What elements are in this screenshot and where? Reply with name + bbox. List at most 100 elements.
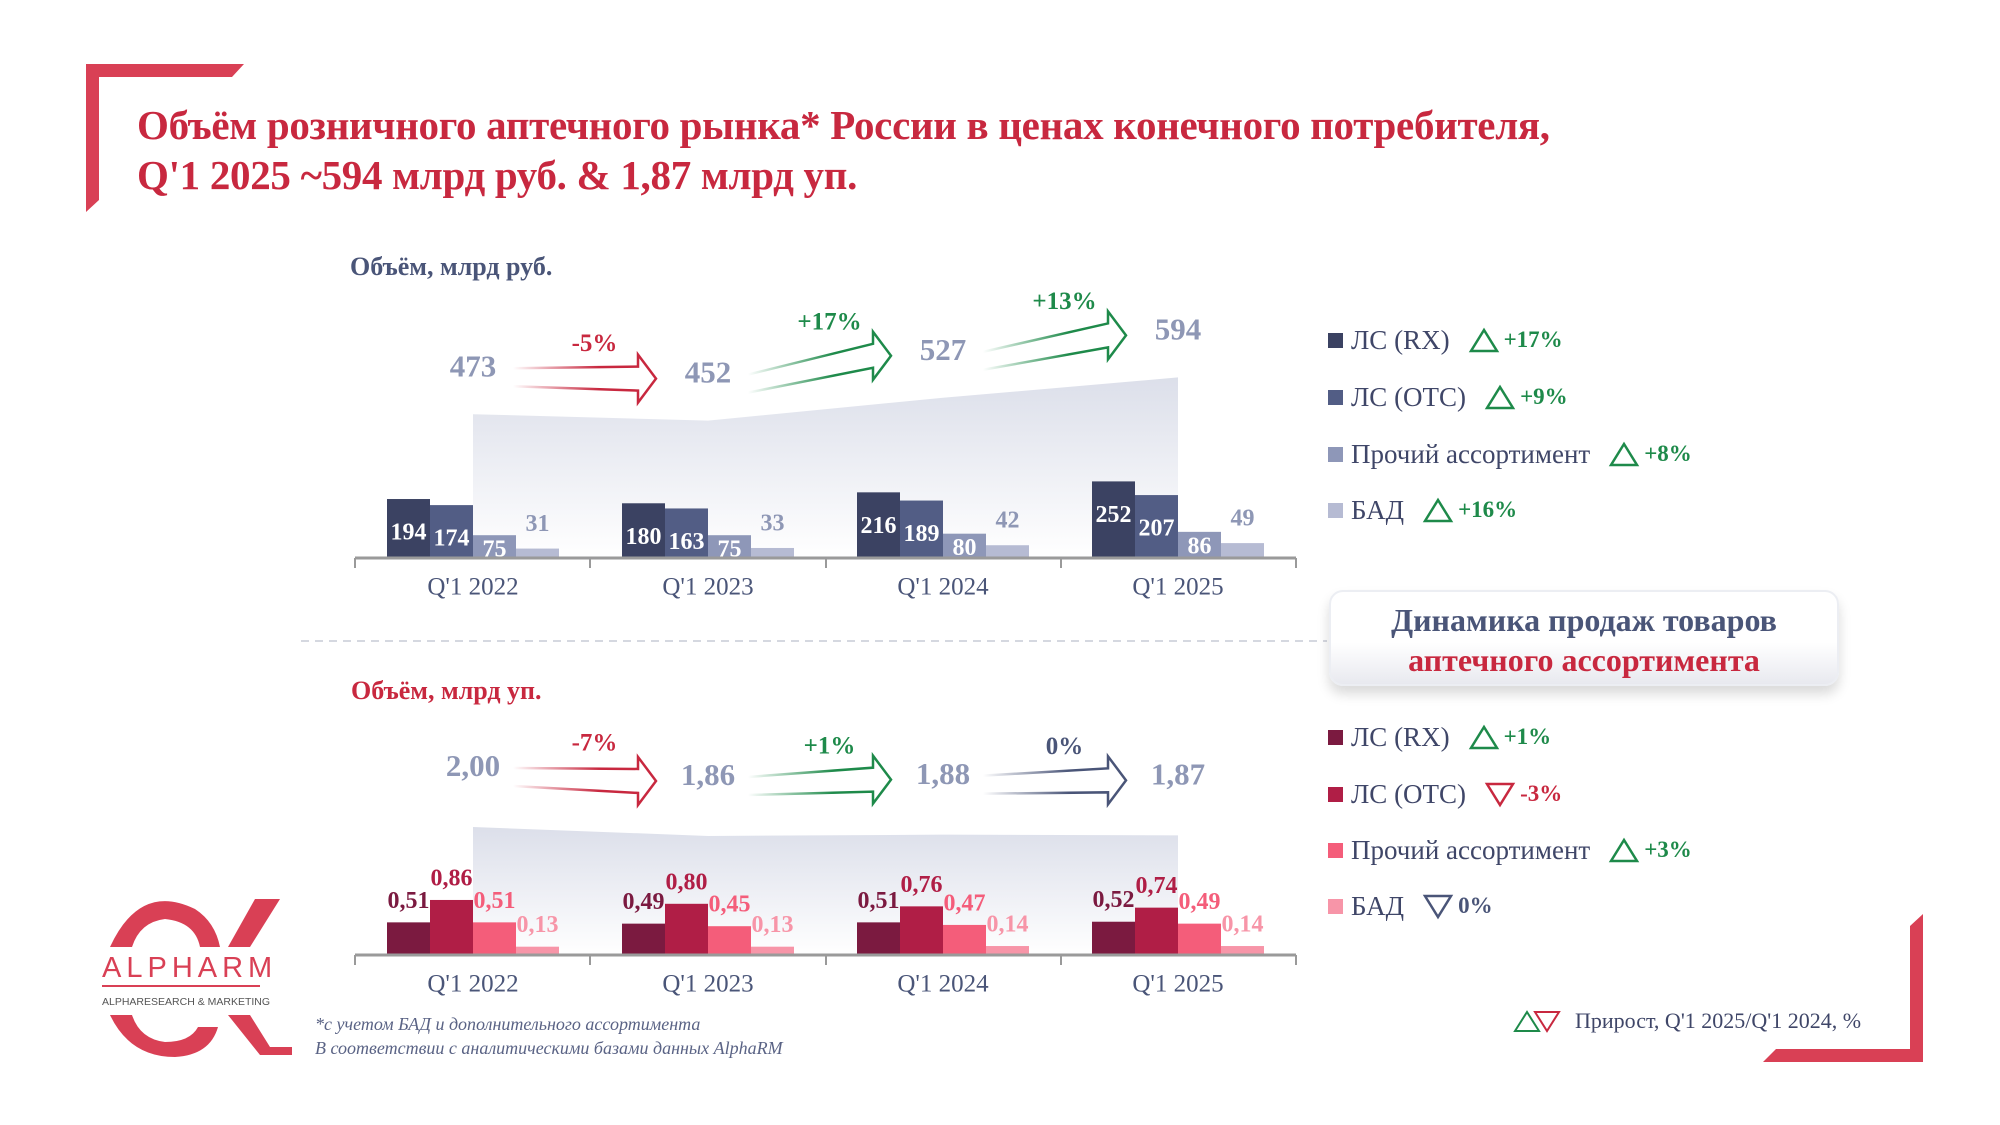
chart-1-title: Объём, млрд руб. (350, 252, 553, 281)
legend-swatch (1328, 842, 1343, 858)
legend-label: ЛС (ОТС) (1351, 778, 1467, 809)
total-label: 1,88 (916, 756, 970, 791)
legend-label: ЛС (ОТС) (1351, 381, 1467, 412)
bar-value-label: 0,51 (858, 888, 900, 914)
triangle-up-icon (1608, 441, 1640, 466)
growth-value: 0% (1458, 893, 1493, 918)
bar (751, 547, 794, 558)
svg-text:ALPHARESEARCH & MARKETING: ALPHARESEARCH & MARKETING (102, 996, 270, 1008)
bar (1221, 946, 1264, 955)
chart-2-title: Объём, млрд уп. (351, 676, 542, 705)
legend-swatch (1328, 898, 1343, 914)
bar (708, 535, 751, 558)
legend-swatch (1328, 786, 1343, 802)
growth-indicator: +1% (1468, 724, 1552, 751)
total-label: 2,00 (446, 748, 500, 783)
bar (986, 545, 1029, 558)
growth-indicator: +8% (1608, 441, 1692, 468)
change-arrow-up (747, 751, 893, 808)
bar (900, 500, 943, 558)
bar (943, 533, 986, 558)
legend-item: Прочий ассортимент +3% (1328, 833, 1692, 867)
bar-value-label: 0,51 (388, 888, 430, 914)
title-line-1: Объём розничного аптечного рынка* России… (137, 102, 1550, 148)
svg-text:ALPHARM: ALPHARM (102, 952, 277, 984)
chart-1 (354, 307, 1297, 568)
triangle-up-icon (1468, 724, 1499, 749)
bar (622, 503, 665, 558)
bar-value-label: 0,49 (1179, 889, 1221, 915)
bar-value-label: 0,47 (944, 890, 986, 916)
arrow-icon (512, 350, 658, 407)
legend-item: БАД 0% (1328, 889, 1493, 923)
bar-value-label: 174 (434, 526, 470, 552)
legend-item: ЛС (RX) +17% (1328, 323, 1563, 357)
banner-line-1: Динамика продаж товаров (1391, 602, 1777, 638)
bar-value-label: 86 (1188, 533, 1212, 559)
triangle-up-icon (1422, 497, 1454, 522)
total-area-backdrop (473, 377, 1178, 558)
bar-value-label: 0,51 (474, 888, 516, 914)
bar (430, 899, 473, 955)
bar-value-label: 0,52 (1093, 887, 1135, 913)
arrow-icon (982, 307, 1128, 372)
change-arrow-up (982, 307, 1128, 372)
bar (473, 922, 516, 955)
bar-value-label: 42 (996, 508, 1020, 534)
bar-value-label: 0,45 (709, 892, 751, 918)
legend-item: ЛС (RX) +1% (1328, 720, 1551, 754)
change-label: +1% (804, 732, 856, 759)
growth-value: +8% (1644, 441, 1692, 466)
category-label: Q'1 2025 (1132, 574, 1223, 601)
footnote: *с учетом БАД и дополнительного ассортим… (315, 1012, 783, 1060)
bar (622, 923, 665, 955)
category-label: Q'1 2023 (662, 574, 753, 601)
triangle-down-icon (1484, 782, 1516, 807)
change-label: 0% (1046, 733, 1084, 760)
triangle-up-icon (1608, 837, 1640, 862)
growth-legend-note: Прирост, Q'1 2025/Q'1 2024, % (1513, 1008, 1861, 1034)
bar-value-label: 0,13 (752, 912, 794, 938)
bar (1135, 495, 1178, 558)
change-arrow-down (512, 753, 658, 809)
triangle-down-icon (1422, 894, 1454, 919)
growth-indicator: +9% (1484, 384, 1568, 411)
bar (1178, 923, 1221, 955)
bar (1092, 921, 1135, 955)
bar-value-label: 0,86 (431, 865, 473, 891)
bar-value-label: 207 (1139, 516, 1175, 542)
bar (430, 505, 473, 558)
bar-value-label: 0,14 (987, 912, 1029, 938)
growth-value: +9% (1520, 384, 1568, 409)
bar-value-label: 31 (526, 511, 550, 537)
arrow-icon (747, 328, 893, 394)
bar (1221, 543, 1264, 558)
legend-swatch (1328, 446, 1343, 462)
footnote-line-1: *с учетом БАД и дополнительного ассортим… (315, 1014, 701, 1034)
change-arrow-down (512, 350, 658, 407)
bar-value-label: 0,14 (1222, 912, 1264, 938)
bar-value-label: 80 (953, 535, 977, 561)
total-label: 452 (685, 355, 732, 390)
legend-label: Прочий ассортимент (1351, 438, 1591, 469)
bar-value-label: 49 (1231, 506, 1255, 532)
change-arrow-flat (982, 752, 1128, 809)
bar (1178, 531, 1221, 558)
total-label: 594 (1155, 312, 1202, 347)
total-label: 473 (450, 348, 497, 383)
arrow-icon (747, 751, 893, 808)
total-label: 1,86 (681, 757, 735, 792)
bar (857, 922, 900, 955)
bar (473, 535, 516, 558)
bar (943, 924, 986, 955)
section-banner: Динамика продаж товаров аптечного ассорт… (1329, 590, 1839, 686)
growth-note-text: Прирост, Q'1 2025/Q'1 2024, % (1575, 1008, 1862, 1033)
bar (857, 492, 900, 558)
growth-value: +1% (1503, 724, 1552, 749)
growth-value: +16% (1458, 497, 1518, 522)
bar (1092, 481, 1135, 558)
bar-value-label: 0,76 (901, 872, 943, 898)
growth-value: +3% (1644, 837, 1692, 862)
legend-label: Прочий ассортимент (1351, 834, 1591, 865)
bar-value-label: 194 (391, 520, 427, 546)
